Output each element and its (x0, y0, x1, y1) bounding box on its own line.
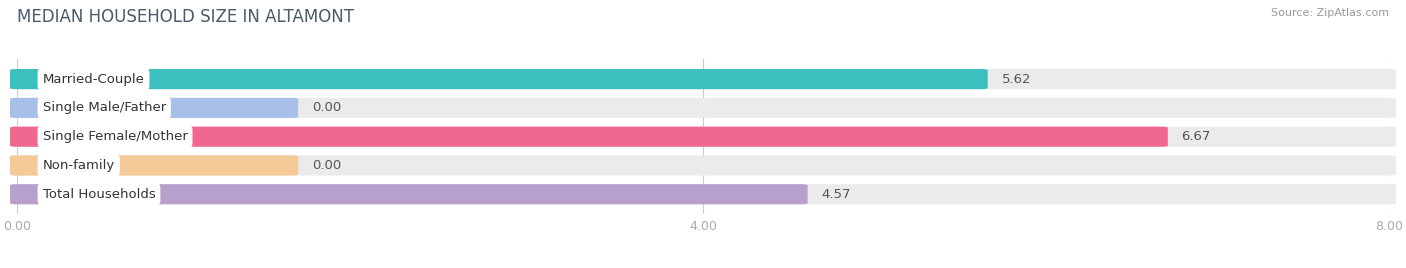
FancyBboxPatch shape (10, 126, 1168, 147)
Text: Single Female/Mother: Single Female/Mother (42, 130, 187, 143)
FancyBboxPatch shape (10, 184, 807, 204)
Text: 5.62: 5.62 (1001, 73, 1031, 85)
Text: Source: ZipAtlas.com: Source: ZipAtlas.com (1271, 8, 1389, 18)
FancyBboxPatch shape (10, 126, 1396, 147)
FancyBboxPatch shape (10, 155, 1396, 176)
Text: Non-family: Non-family (42, 159, 115, 172)
Text: Total Households: Total Households (42, 188, 155, 201)
FancyBboxPatch shape (10, 155, 298, 176)
Text: MEDIAN HOUSEHOLD SIZE IN ALTAMONT: MEDIAN HOUSEHOLD SIZE IN ALTAMONT (17, 8, 354, 26)
Text: 6.67: 6.67 (1181, 130, 1211, 143)
FancyBboxPatch shape (10, 98, 298, 118)
FancyBboxPatch shape (10, 98, 1396, 118)
Text: 0.00: 0.00 (312, 101, 342, 114)
FancyBboxPatch shape (10, 69, 988, 89)
FancyBboxPatch shape (10, 184, 1396, 204)
Text: 4.57: 4.57 (821, 188, 851, 201)
Text: 0.00: 0.00 (312, 159, 342, 172)
FancyBboxPatch shape (10, 69, 1396, 89)
Text: Single Male/Father: Single Male/Father (42, 101, 166, 114)
Text: Married-Couple: Married-Couple (42, 73, 145, 85)
